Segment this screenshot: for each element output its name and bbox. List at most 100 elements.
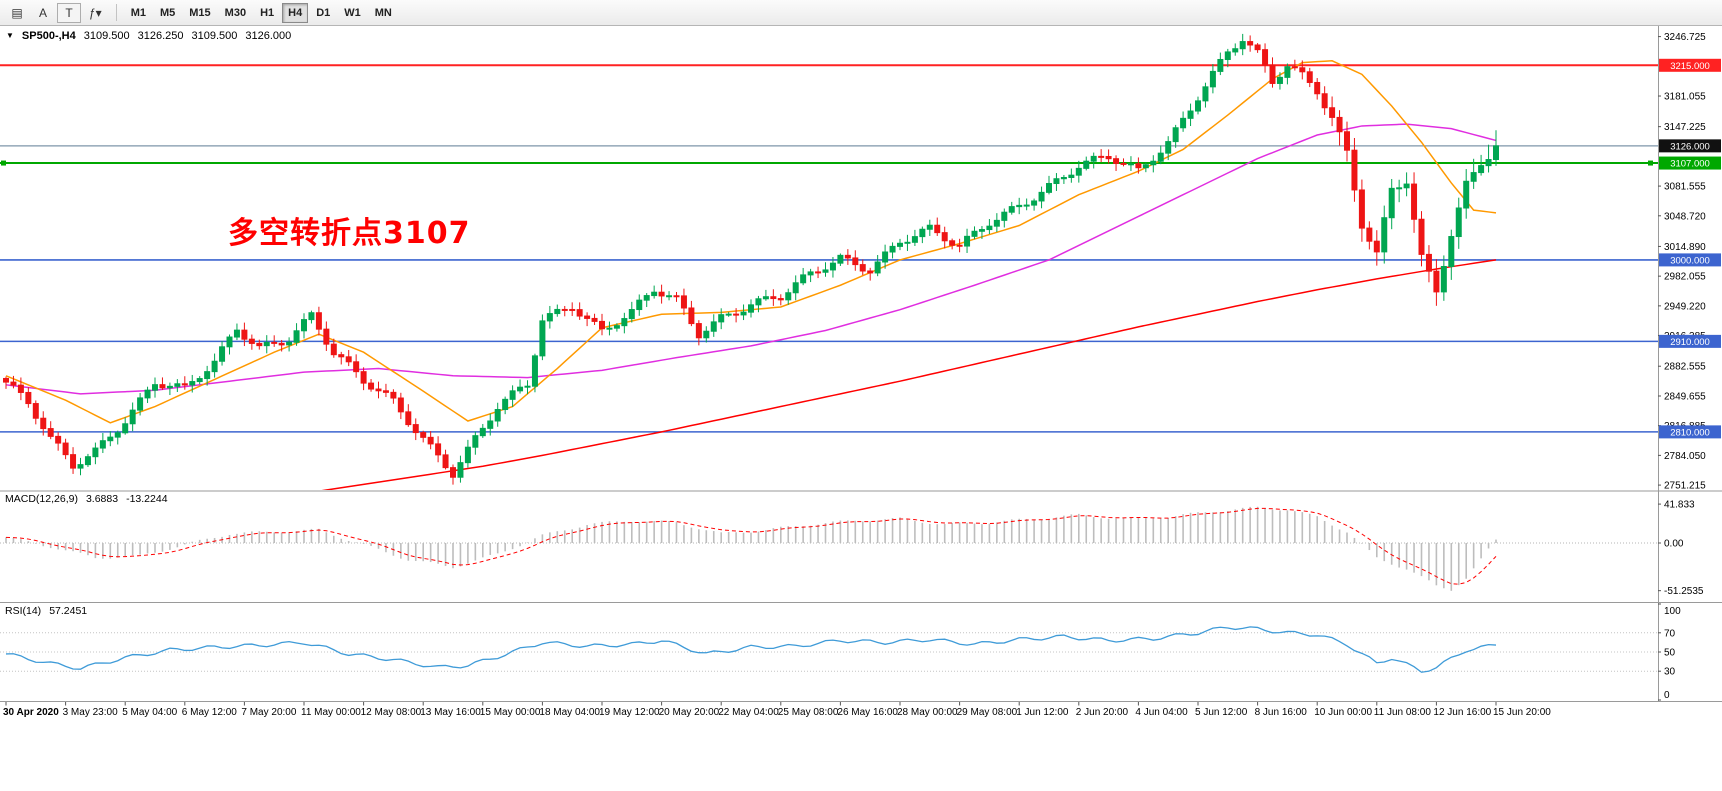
price-tick-label: 3081.555 <box>1664 182 1706 193</box>
price-axis[interactable]: 3246.725 3181.055 3147.225 3081.555 3048.720… <box>1658 32 1721 492</box>
price-level-badge-text: 3126.000 <box>1670 141 1710 152</box>
macd-signal-line <box>5 507 1497 585</box>
chart-window[interactable]: 3246.725 3181.055 3147.225 3081.555 3048.720… <box>0 26 1722 791</box>
price-tick-label: 2949.220 <box>1664 301 1706 312</box>
time-tick-label: 6 May 12:00 <box>182 707 237 718</box>
price-level-badge <box>1659 253 1721 267</box>
price-tick-label: 2982.055 <box>1664 272 1706 283</box>
rsi-title: RSI(14) <box>5 605 42 617</box>
time-tick-label: 1 Jun 12:00 <box>1016 707 1069 718</box>
timeframe-group: M1 M5 M15 M30 H1 H4 D1 W1 MN <box>125 2 398 23</box>
time-tick-label: 5 May 04:00 <box>122 707 177 718</box>
timeframe-button-h4[interactable]: H4 <box>282 2 309 23</box>
rsi-axis-label: 0 <box>1664 690 1670 701</box>
time-tick-label: 11 Jun 08:00 <box>1374 707 1432 718</box>
symbol-label: SP500-,H4 <box>21 30 76 42</box>
time-tick-label: 20 May 20:00 <box>659 707 720 718</box>
price-level-badge-text: 2910.000 <box>1670 337 1710 348</box>
time-tick-label: 22 May 04:00 <box>718 707 779 718</box>
cursor-tool-icon[interactable]: A <box>31 3 55 23</box>
price-tick-label: 3147.225 <box>1664 122 1706 133</box>
price-level-badge <box>1659 156 1721 170</box>
time-tick-label: 18 May 04:00 <box>539 707 600 718</box>
rsi-line <box>5 626 1497 673</box>
price-tick-label: 3181.055 <box>1664 92 1706 103</box>
price-tick-label: 2784.050 <box>1664 451 1706 462</box>
open-value: 3109.500 <box>83 30 130 42</box>
time-tick-label: 15 May 00:00 <box>480 707 541 718</box>
time-tick-label: 28 May 00:00 <box>897 707 958 718</box>
time-tick-label: 10 Jun 00:00 <box>1314 707 1372 718</box>
macd-axis-label: 41.833 <box>1664 500 1695 511</box>
chart-canvas[interactable]: 3246.725 3181.055 3147.225 3081.555 3048.720… <box>0 26 1722 791</box>
high-value: 3126.250 <box>137 30 184 42</box>
macd-title: MACD(12,26,9) <box>5 493 78 505</box>
text-tool-icon[interactable]: T <box>57 2 81 23</box>
time-tick-label: 25 May 08:00 <box>778 707 839 718</box>
timeframe-button-m15[interactable]: M15 <box>183 3 216 23</box>
price-level-badge <box>1659 425 1721 439</box>
time-tick-label: 12 May 08:00 <box>361 707 422 718</box>
macd-axis-label: 0.00 <box>1664 539 1684 550</box>
rsi-axis-label: 70 <box>1664 628 1676 639</box>
time-tick-label: 26 May 16:00 <box>837 707 898 718</box>
macd-signal-value: -13.2244 <box>126 493 168 505</box>
collapse-arrow-icon[interactable]: ▼ <box>6 31 14 40</box>
rsi-value: 57.2451 <box>49 605 88 617</box>
price-level-badge-text: 2810.000 <box>1670 427 1710 438</box>
rsi-axis-label: 50 <box>1664 648 1676 659</box>
price-level-badge-text: 3107.000 <box>1670 159 1710 170</box>
time-tick-label: 11 May 00:00 <box>301 707 361 718</box>
chart-mode-icon[interactable]: ▤ <box>5 3 29 23</box>
indicators-dropdown-icon[interactable]: ƒ▾ <box>83 3 108 23</box>
time-tick-label: 15 Jun 20:00 <box>1493 707 1551 718</box>
candlestick-series <box>3 33 1499 485</box>
price-level-badge-text: 3000.000 <box>1670 255 1710 266</box>
macd-indicator-label: MACD(12,26,9) 3.6883 -13.2244 <box>5 493 168 505</box>
time-tick-label: 19 May 12:00 <box>599 707 660 718</box>
macd-main-value: 3.6883 <box>85 493 119 505</box>
timeframe-button-w1[interactable]: W1 <box>338 3 367 23</box>
rsi-panel: 100 70 50 30 0 <box>0 603 1681 701</box>
ma-slow-line <box>321 259 1497 490</box>
price-level-badge-text: 3215.000 <box>1670 61 1710 72</box>
timeframe-button-m1[interactable]: M1 <box>125 3 152 23</box>
time-tick-label: 5 Jun 12:00 <box>1195 707 1248 718</box>
timeframe-button-m5[interactable]: M5 <box>154 3 181 23</box>
price-level-lines <box>0 64 1658 433</box>
time-tick-label: 12 Jun 16:00 <box>1433 707 1491 718</box>
toolbar-separator <box>115 4 117 21</box>
time-tick-label: 2 Jun 20:00 <box>1076 707 1129 718</box>
rsi-indicator-label: RSI(14) 57.2451 <box>5 605 87 617</box>
time-tick-label: 13 May 16:00 <box>420 707 481 718</box>
rsi-axis-label: 100 <box>1664 606 1681 617</box>
hline-handle <box>1 160 6 166</box>
price-tick-label: 2751.215 <box>1664 481 1706 492</box>
price-tick-label: 3246.725 <box>1664 32 1706 43</box>
timeframe-button-h1[interactable]: H1 <box>254 3 280 23</box>
price-level-badge <box>1659 139 1721 153</box>
ohlc-header: ▼ SP500-,H4 3109.500 3126.250 3109.500 3… <box>6 30 291 42</box>
time-axis[interactable]: 30 Apr 2020 3 May 23:00 5 May 04:00 6 May 1… <box>3 702 1551 718</box>
price-level-badge <box>1659 58 1721 72</box>
rsi-axis-label: 30 <box>1664 667 1676 678</box>
timeframe-button-d1[interactable]: D1 <box>310 3 336 23</box>
macd-panel: 41.833 0.00 -51.2535 <box>0 500 1704 597</box>
time-tick-label: 7 May 20:00 <box>241 707 296 718</box>
time-tick-label: 3 May 23:00 <box>63 707 118 718</box>
low-value: 3109.500 <box>191 30 238 42</box>
moving-averages <box>5 60 1497 490</box>
price-tick-label: 2849.655 <box>1664 391 1706 402</box>
price-tick-label: 2882.555 <box>1664 362 1706 373</box>
macd-axis-label: -51.2535 <box>1664 586 1704 597</box>
chart-annotation: 多空转折点3107 <box>228 216 471 251</box>
price-level-badge <box>1659 334 1721 348</box>
time-tick-label: 30 Apr 2020 <box>3 707 59 718</box>
price-tick-label: 3014.890 <box>1664 242 1706 253</box>
timeframe-button-mn[interactable]: MN <box>369 3 398 23</box>
price-tick-label: 3048.720 <box>1664 211 1706 222</box>
timeframe-button-m30[interactable]: M30 <box>219 3 252 23</box>
time-tick-label: 8 Jun 16:00 <box>1255 707 1308 718</box>
